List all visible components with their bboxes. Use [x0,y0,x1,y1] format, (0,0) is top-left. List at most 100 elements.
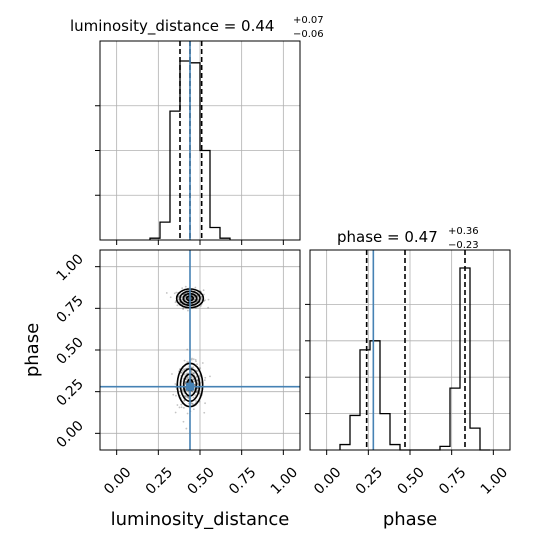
ylabel-phase: phase [22,323,43,377]
sample-point [187,402,190,405]
sample-point [174,301,177,304]
sample-point [193,383,196,386]
sample-point [182,420,185,423]
sample-point [174,383,177,385]
sample-point [204,299,206,302]
sample-point [195,391,198,394]
sample-point [204,402,206,405]
tick-label-x: 0.25 [353,464,386,497]
sample-point [203,411,206,414]
xlabel-phase: phase [383,509,437,530]
sample-point [195,376,198,378]
sample-point [183,368,185,370]
sample-point [184,285,187,288]
sample-point [176,404,179,406]
sample-point [195,399,197,402]
sample-point [196,379,199,382]
sample-point [184,394,187,397]
tick-label-x: 0.25 [143,464,176,497]
sample-point [186,396,189,399]
title-ld-upper: +0.07 [293,15,324,26]
sample-point [191,378,194,381]
sample-point [180,371,183,374]
tick-label-y: 0.75 [53,293,86,326]
sample-point [192,408,195,411]
truth-marker [186,382,194,391]
sample-point [196,389,199,392]
sample-point [195,360,197,363]
tick-label-x: 1.00 [478,464,511,497]
title-ld-median: 0.44 [241,17,274,35]
sample-point [199,375,201,377]
sample-point [194,286,197,289]
title-ld-prefix: luminosity_distance = [70,17,241,36]
tick-label-y: 0.00 [53,418,86,451]
sample-point [204,376,207,379]
sample-point [172,393,175,396]
sample-point [183,359,186,362]
sample-point [209,375,211,378]
title-phase-median: 0.47 [404,228,437,246]
sample-point [180,298,183,301]
sample-point [184,383,187,385]
sample-point [187,396,190,399]
sample-point [184,382,187,385]
tick-label-x: 0.00 [101,464,134,497]
sample-point [180,371,183,374]
sample-point [201,362,204,364]
sample-point [177,296,180,299]
sample-point [203,293,205,296]
sample-point [182,307,185,310]
sample-point [191,402,193,405]
sample-point [207,306,210,309]
sample-point [185,427,188,430]
sample-point [193,384,196,387]
sample-point [183,406,185,409]
sample-point [192,396,195,399]
sample-point [181,296,183,298]
sample-point [190,370,193,373]
sample-point [198,392,201,395]
sample-point [181,369,184,372]
title-phase-prefix: phase = [337,228,404,246]
sample-point [165,292,168,294]
tick-label-x: 0.00 [311,464,344,497]
sample-point [200,297,203,300]
title-phase-lower: −0.23 [448,240,479,251]
sample-point [190,358,193,361]
sample-point [169,296,172,299]
scatter-frame [99,249,301,451]
sample-point [191,357,193,360]
sample-point [186,412,189,415]
sample-point [184,395,187,398]
sample-point [196,383,199,386]
tick-label-x: 1.00 [268,464,301,497]
sample-point [193,380,196,383]
sample-point [187,376,189,379]
sample-point [186,377,189,380]
tick-label-x: 0.75 [226,464,259,497]
sample-point [186,376,189,378]
sample-point [181,287,184,290]
sample-point [185,378,188,381]
sample-point [177,295,180,298]
histogram-frame [99,40,301,241]
sample-point [191,402,194,405]
title-phase-upper: +0.36 [448,226,479,237]
tick-label-x: 0.50 [394,464,427,497]
sample-point [202,289,205,292]
sample-point [197,299,199,301]
sample-point [196,370,199,372]
sample-point [184,381,187,384]
sample-point [190,370,193,372]
sample-point [197,298,200,301]
xlabel-luminosity-distance: luminosity_distance [111,509,290,530]
histogram-line [339,267,490,451]
sample-point [194,394,197,397]
sample-point [183,400,185,402]
sample-point [187,309,189,312]
sample-point [190,376,193,379]
sample-point [187,372,189,375]
sample-point [200,304,202,307]
